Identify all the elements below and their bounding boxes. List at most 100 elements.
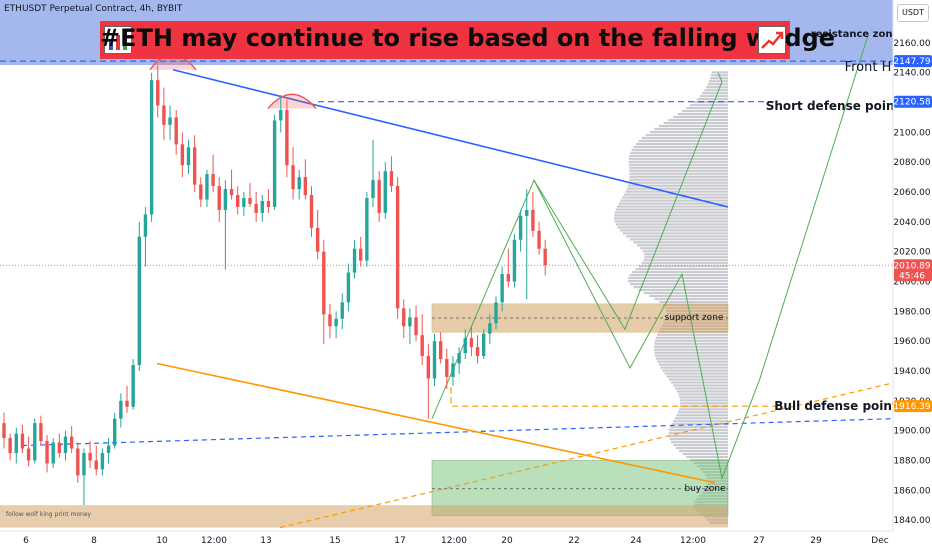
candle-body bbox=[359, 248, 363, 261]
volume-profile-bar bbox=[686, 455, 728, 459]
volume-profile-bar bbox=[677, 112, 728, 116]
volume-profile-bar bbox=[629, 238, 728, 241]
volume-profile-bar bbox=[659, 300, 728, 304]
candle-body bbox=[82, 452, 86, 476]
candle-body bbox=[248, 197, 252, 204]
y-tick-label: 1880.00 bbox=[893, 456, 930, 466]
candle-body bbox=[266, 200, 271, 207]
candle-body bbox=[518, 215, 523, 240]
candle-body bbox=[457, 353, 461, 364]
annotation-label: Front H bbox=[845, 60, 892, 75]
y-tick-label: 1980.00 bbox=[893, 307, 930, 317]
candle-body bbox=[143, 214, 148, 237]
candle-body bbox=[451, 363, 455, 377]
volume-profile-bar bbox=[628, 277, 728, 280]
x-tick-label: 24 bbox=[630, 536, 642, 546]
candle-body bbox=[383, 171, 387, 213]
candle-body bbox=[192, 147, 197, 185]
candle-body bbox=[531, 209, 535, 231]
volume-profile-bar bbox=[628, 157, 728, 160]
volume-profile-bar bbox=[654, 348, 728, 351]
candle-body bbox=[260, 200, 264, 213]
candle-body bbox=[272, 120, 277, 207]
candle-body bbox=[174, 117, 178, 145]
candle-body bbox=[106, 445, 111, 453]
candle-body bbox=[346, 272, 351, 303]
price-label-box bbox=[894, 95, 932, 108]
volume-profile-bar bbox=[627, 184, 728, 187]
candle-body bbox=[389, 171, 394, 187]
volume-profile-bar bbox=[668, 378, 728, 381]
candle-body bbox=[26, 448, 31, 461]
candle-body bbox=[445, 359, 449, 377]
candle-body bbox=[168, 117, 172, 125]
volume-profile-bar bbox=[668, 435, 728, 438]
wedge-lower-line bbox=[156, 362, 716, 484]
candle-body bbox=[315, 227, 320, 252]
volume-profile-bar bbox=[635, 142, 728, 146]
candle-body bbox=[537, 230, 541, 249]
volume-profile-bar bbox=[615, 223, 728, 226]
volume-profile-bar bbox=[660, 366, 728, 369]
volume-profile-bar bbox=[669, 429, 728, 432]
candle-body bbox=[229, 189, 234, 196]
volume-profile-bar bbox=[679, 408, 728, 411]
volume-profile-bar bbox=[638, 139, 728, 143]
volume-profile-bar bbox=[632, 271, 728, 274]
y-tick-label: 2080.00 bbox=[893, 158, 930, 168]
y-tick-label: 1860.00 bbox=[893, 486, 930, 496]
volume-profile-bar bbox=[663, 121, 728, 125]
candle-body bbox=[180, 144, 185, 166]
volume-profile-bar bbox=[614, 217, 728, 220]
candle-body bbox=[63, 436, 68, 453]
candle-body bbox=[76, 448, 80, 476]
y-tick-label: 1900.00 bbox=[893, 427, 930, 437]
volume-profile-bar bbox=[658, 363, 728, 366]
candle-body bbox=[426, 356, 431, 379]
candle-body bbox=[20, 433, 25, 449]
price-label-box bbox=[894, 259, 932, 282]
candle-body bbox=[469, 338, 474, 348]
candle-body bbox=[377, 180, 381, 213]
candle-body bbox=[113, 418, 117, 446]
volume-profile-bar bbox=[641, 262, 728, 265]
headline-text: #ETH may continue to rise based on the f… bbox=[100, 24, 835, 52]
candle-body bbox=[309, 195, 314, 228]
volume-profile-bar bbox=[643, 259, 728, 262]
candle-body bbox=[482, 333, 486, 357]
volume-profile-bar bbox=[677, 411, 728, 414]
x-tick-label: 17 bbox=[394, 536, 405, 546]
volume-profile-bar bbox=[616, 205, 728, 208]
volume-profile-bar bbox=[702, 92, 728, 95]
candle-body bbox=[408, 317, 412, 327]
price-label: 2147.79 bbox=[893, 57, 930, 67]
candle-body bbox=[475, 347, 480, 357]
volume-profile-bar bbox=[629, 175, 728, 178]
candle-body bbox=[500, 274, 504, 303]
volume-profile-bar bbox=[649, 294, 728, 298]
countdown-label: 45:46 bbox=[899, 271, 925, 281]
volume-profile-bar bbox=[669, 438, 728, 441]
x-tick-label: 10 bbox=[156, 536, 168, 546]
volume-profile-bar bbox=[671, 441, 728, 444]
candle-body bbox=[352, 248, 357, 273]
x-tick-label: 13 bbox=[260, 536, 271, 546]
candle-body bbox=[100, 452, 105, 470]
volume-profile-bar bbox=[655, 357, 728, 360]
x-tick-label: 15 bbox=[329, 536, 340, 546]
candle-body bbox=[334, 318, 338, 327]
volume-profile-bar bbox=[635, 268, 728, 271]
currency-selector[interactable]: USDT bbox=[897, 4, 929, 22]
volume-profile-bar bbox=[676, 414, 728, 417]
volume-profile-bar bbox=[629, 274, 728, 277]
candle-body bbox=[279, 110, 283, 121]
price-label-box bbox=[894, 400, 932, 413]
volume-profile-bar bbox=[678, 393, 728, 396]
volume-profile-bar bbox=[673, 384, 728, 387]
y-tick-label: 1940.00 bbox=[893, 367, 930, 377]
candle-body bbox=[14, 433, 18, 453]
candle-body bbox=[402, 308, 406, 327]
x-tick-label: 12:00 bbox=[680, 536, 706, 546]
candle-body bbox=[494, 302, 498, 324]
